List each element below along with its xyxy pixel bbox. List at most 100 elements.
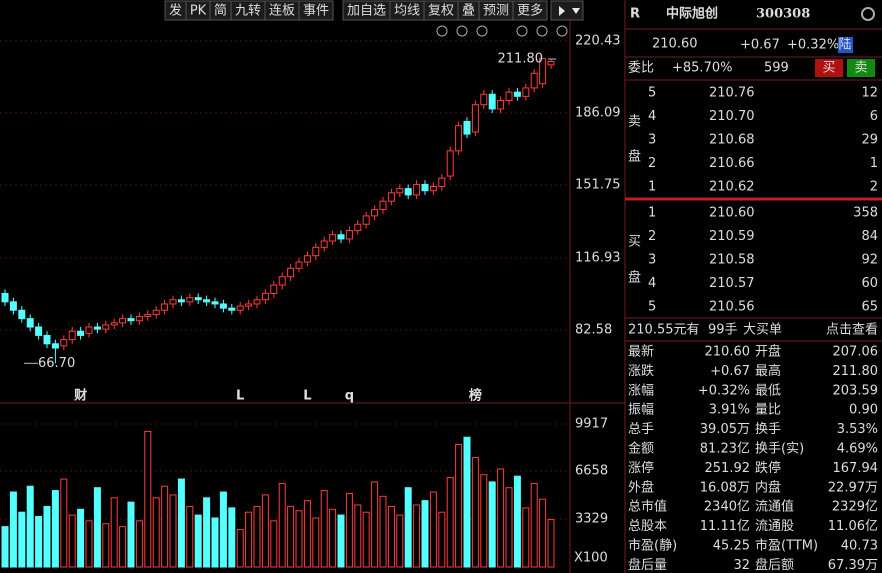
- volume-bar: [186, 505, 194, 568]
- change-pct: +0.32%: [787, 38, 839, 53]
- stat-label: 内盘: [755, 479, 781, 495]
- stat-label: 总市值: [628, 499, 667, 515]
- toolbar-label[interactable]: 简: [214, 3, 227, 19]
- level: 3: [648, 253, 656, 268]
- toolbar-label[interactable]: 叠: [462, 4, 475, 19]
- candle-body: [9, 301, 17, 311]
- stat-value: 32: [733, 558, 750, 573]
- candle-body: [522, 87, 530, 97]
- stat-value: 210.60: [705, 345, 751, 360]
- stat-label: 总股本: [628, 519, 667, 534]
- event-marker[interactable]: L: [236, 389, 244, 404]
- sell-button[interactable]: [847, 59, 875, 77]
- candle-body: [455, 125, 463, 152]
- stat-value: 207.06: [833, 345, 879, 360]
- side-label: 盘: [628, 270, 641, 286]
- icon[interactable]: [456, 25, 468, 37]
- candle-body: [68, 330, 76, 341]
- side-label: 买: [628, 235, 641, 250]
- toolbar-label[interactable]: 九转: [235, 4, 261, 19]
- toolbar-arrow[interactable]: [559, 6, 580, 16]
- toolbar-label[interactable]: 连板: [269, 3, 295, 19]
- stat-value: 167.94: [833, 461, 879, 476]
- candle-body: [371, 209, 379, 217]
- stock-code: 300308: [756, 7, 810, 22]
- candle-body: [110, 322, 118, 326]
- toolbar-label[interactable]: 更多: [517, 3, 543, 19]
- buy-label[interactable]: 买: [822, 61, 835, 76]
- volume-bar: [85, 520, 93, 568]
- volume-bar: [119, 526, 127, 568]
- badge-box: [838, 37, 853, 53]
- book-price: 210.62: [709, 180, 755, 195]
- toolbar-button[interactable]: [298, 0, 334, 21]
- toolbar-label[interactable]: 预测: [483, 4, 509, 19]
- y-tick-label: 6658: [575, 463, 608, 478]
- volume-bar: [68, 514, 76, 568]
- toolbar-label[interactable]: 均线: [394, 4, 420, 19]
- volume-bar: [18, 511, 26, 568]
- stat-value: 81.23亿: [700, 442, 750, 457]
- y-tick-label: 9917: [575, 417, 608, 432]
- chart-icons[interactable]: [436, 25, 568, 37]
- event-marker[interactable]: 榜: [469, 388, 482, 404]
- volume-bar: [245, 511, 253, 568]
- y-tick-label: 82.58: [575, 322, 612, 337]
- stat-value: +0.67: [710, 364, 750, 379]
- icon[interactable]: [516, 25, 528, 37]
- book-price: 210.57: [709, 276, 755, 291]
- toolbar-label[interactable]: 发: [169, 3, 182, 19]
- level: 1: [648, 180, 656, 195]
- level: 2: [648, 229, 656, 244]
- big-order[interactable]: 点击查看: [826, 322, 878, 338]
- volume-bar: [144, 430, 152, 568]
- candle-body: [413, 183, 421, 196]
- stock-name: 中际旭创: [666, 6, 718, 22]
- buy-button[interactable]: [815, 59, 843, 77]
- candle-body: [278, 276, 286, 286]
- icon[interactable]: [476, 25, 488, 37]
- volume-bar: [51, 490, 59, 568]
- stat-value: 11.06亿: [828, 519, 878, 534]
- book-price: 210.70: [709, 109, 755, 124]
- toolbar-label[interactable]: 复权: [428, 3, 454, 19]
- icon[interactable]: [536, 25, 548, 37]
- candle-body: [396, 188, 404, 194]
- candle-body: [26, 318, 34, 328]
- stat-label: 换手: [755, 422, 781, 437]
- committee-label: 委比: [628, 61, 654, 76]
- volume-bar: [161, 485, 169, 568]
- volume-bar: [362, 511, 370, 568]
- stat-label: 市盈(静): [628, 538, 677, 554]
- volume-bar: [421, 500, 429, 568]
- volume-bar: [488, 481, 496, 568]
- icon[interactable]: [436, 25, 448, 37]
- level: 4: [648, 276, 656, 291]
- volume-bar: [177, 478, 185, 568]
- candle-body: [102, 324, 110, 330]
- stat-label: 涨停: [628, 460, 654, 476]
- y-tick-label: 220.43: [575, 33, 621, 48]
- stat-value: 40.73: [841, 539, 878, 554]
- stat-value: 45.25: [713, 539, 750, 554]
- candle-body: [488, 93, 496, 110]
- settings-icon[interactable]: [861, 7, 875, 21]
- toolbar-label[interactable]: 加自选: [347, 4, 386, 19]
- event-marker[interactable]: q: [345, 389, 354, 404]
- sell-label[interactable]: 卖: [854, 61, 867, 76]
- volume-bar: [337, 514, 345, 568]
- stat-label: 开盘: [755, 344, 781, 360]
- candle-body: [539, 58, 547, 85]
- toolbar-label[interactable]: PK: [190, 4, 207, 19]
- event-marker[interactable]: L: [303, 389, 311, 404]
- event-marker[interactable]: 财: [74, 388, 87, 404]
- volume-bar: [287, 505, 295, 568]
- stat-value: 11.11亿: [700, 519, 750, 534]
- volume-bar: [35, 516, 43, 568]
- toolbar-button[interactable]: [512, 0, 548, 21]
- icon[interactable]: [556, 25, 568, 37]
- volume-bar: [261, 494, 269, 568]
- toolbar-label[interactable]: 事件: [303, 4, 329, 19]
- candle-body: [429, 186, 437, 192]
